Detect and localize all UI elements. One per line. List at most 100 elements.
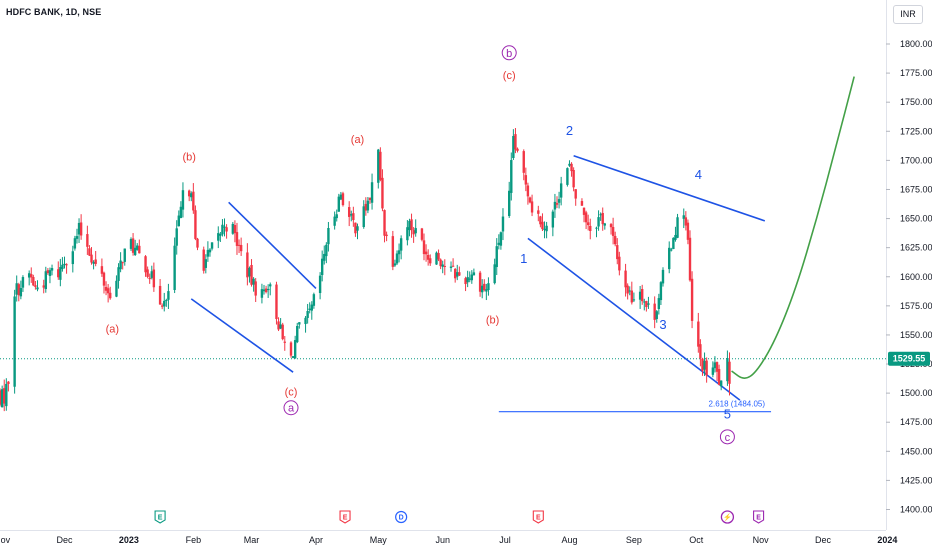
- candle-body[interactable]: [684, 217, 688, 226]
- candle-body[interactable]: [30, 274, 33, 278]
- candle-body[interactable]: [246, 252, 249, 278]
- candle-body[interactable]: [424, 251, 428, 255]
- candle-body[interactable]: [335, 214, 338, 219]
- candle-body[interactable]: [393, 263, 397, 266]
- candle-body[interactable]: [73, 238, 77, 249]
- candle-body[interactable]: [690, 278, 694, 321]
- candle-body[interactable]: [726, 358, 729, 382]
- candle-body[interactable]: [699, 344, 702, 359]
- candle-body[interactable]: [435, 252, 438, 265]
- candle-body[interactable]: [32, 277, 35, 286]
- candle-body[interactable]: [485, 289, 488, 292]
- candle-body[interactable]: [181, 190, 185, 210]
- candle-body[interactable]: [643, 301, 646, 303]
- candle-body[interactable]: [379, 151, 382, 180]
- candle-body[interactable]: [406, 227, 409, 241]
- candle-body[interactable]: [705, 360, 708, 376]
- candle-body[interactable]: [133, 247, 137, 255]
- earnings-event-icon[interactable]: [532, 510, 544, 524]
- candle-body[interactable]: [541, 221, 544, 230]
- candle-body[interactable]: [264, 288, 268, 293]
- candle-body[interactable]: [701, 358, 704, 371]
- candle-body[interactable]: [676, 217, 679, 238]
- earnings-event-icon[interactable]: [339, 510, 351, 524]
- candle-body[interactable]: [327, 228, 330, 245]
- candle-body[interactable]: [512, 136, 515, 158]
- candle-body[interactable]: [674, 234, 677, 240]
- candle-body[interactable]: [510, 160, 513, 193]
- candle-body[interactable]: [152, 269, 156, 288]
- candle-body[interactable]: [223, 226, 226, 228]
- candle-body[interactable]: [94, 259, 97, 264]
- candle-body[interactable]: [136, 245, 139, 250]
- candle-body[interactable]: [239, 244, 243, 252]
- candle-body[interactable]: [715, 362, 719, 372]
- candle-body[interactable]: [399, 238, 403, 251]
- candle-body[interactable]: [483, 283, 486, 291]
- candle-body[interactable]: [196, 238, 199, 248]
- candle-body[interactable]: [339, 194, 343, 200]
- candle-body[interactable]: [686, 222, 690, 240]
- candle-body[interactable]: [713, 362, 717, 369]
- candle-body[interactable]: [352, 213, 355, 221]
- candle-body[interactable]: [237, 244, 241, 246]
- candle-body[interactable]: [7, 381, 10, 384]
- candle-body[interactable]: [46, 270, 50, 274]
- candle-body[interactable]: [266, 288, 270, 291]
- candle-body[interactable]: [71, 251, 75, 265]
- candle-body[interactable]: [262, 289, 266, 292]
- candle-body[interactable]: [383, 210, 386, 236]
- candle-body[interactable]: [497, 242, 501, 245]
- candle-body[interactable]: [3, 388, 6, 404]
- candle-body[interactable]: [79, 222, 83, 236]
- candle-body[interactable]: [609, 224, 613, 228]
- candle-body[interactable]: [117, 267, 120, 281]
- candle-body[interactable]: [626, 285, 629, 294]
- candle-body[interactable]: [543, 228, 546, 231]
- candle-body[interactable]: [202, 249, 205, 271]
- candle-body[interactable]: [528, 197, 532, 203]
- candle-body[interactable]: [539, 216, 542, 225]
- candle-body[interactable]: [630, 290, 634, 303]
- candle-body[interactable]: [88, 248, 91, 256]
- candle-body[interactable]: [668, 247, 671, 270]
- candle-body[interactable]: [100, 266, 104, 274]
- candle-body[interactable]: [466, 277, 469, 283]
- candle-body[interactable]: [34, 285, 37, 287]
- candle-body[interactable]: [449, 266, 453, 268]
- candle-body[interactable]: [559, 183, 563, 198]
- candle-body[interactable]: [210, 242, 214, 249]
- candle-body[interactable]: [138, 245, 141, 254]
- candle-body[interactable]: [57, 269, 60, 278]
- candle-body[interactable]: [204, 259, 208, 268]
- candle-body[interactable]: [545, 225, 548, 232]
- candle-body[interactable]: [537, 210, 540, 214]
- candle-body[interactable]: [17, 284, 20, 296]
- candle-body[interactable]: [61, 264, 64, 269]
- candle-body[interactable]: [420, 228, 424, 240]
- candle-body[interactable]: [44, 271, 47, 290]
- candle-body[interactable]: [194, 210, 197, 239]
- candle-body[interactable]: [426, 254, 430, 260]
- candle-body[interactable]: [148, 277, 151, 280]
- candle-body[interactable]: [208, 249, 212, 253]
- candle-body[interactable]: [499, 232, 503, 246]
- candle-body[interactable]: [146, 269, 149, 277]
- candle-body[interactable]: [19, 287, 23, 297]
- candle-body[interactable]: [495, 246, 498, 268]
- candle-body[interactable]: [595, 227, 598, 229]
- trendline[interactable]: [527, 237, 741, 401]
- candle-body[interactable]: [106, 288, 110, 294]
- candle-body[interactable]: [628, 290, 631, 292]
- candle-body[interactable]: [470, 274, 474, 281]
- candle-body[interactable]: [655, 311, 658, 320]
- candle-body[interactable]: [493, 264, 496, 284]
- candle-body[interactable]: [65, 264, 68, 266]
- candle-body[interactable]: [158, 285, 162, 305]
- candle-body[interactable]: [260, 289, 264, 298]
- candle-body[interactable]: [688, 237, 692, 281]
- candle-body[interactable]: [173, 245, 176, 290]
- candle-body[interactable]: [175, 228, 178, 246]
- candle-body[interactable]: [697, 321, 700, 347]
